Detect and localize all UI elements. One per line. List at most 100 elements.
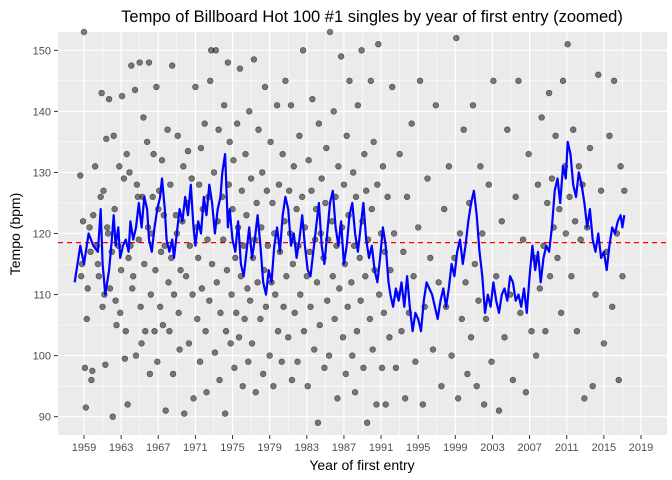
data-point — [575, 163, 583, 170]
x-tick-label: 2011 — [555, 442, 579, 454]
data-point — [81, 364, 89, 372]
data-point — [273, 102, 281, 109]
data-point — [104, 230, 112, 237]
data-point — [206, 297, 213, 304]
data-point — [335, 163, 342, 170]
x-tick-label: 1959 — [72, 442, 96, 454]
data-point — [564, 41, 571, 48]
data-point — [479, 230, 486, 237]
data-point — [264, 242, 272, 249]
data-point — [469, 102, 477, 109]
data-point — [275, 181, 283, 188]
data-point — [396, 150, 403, 158]
data-point — [220, 236, 227, 243]
data-point — [204, 236, 211, 243]
data-point — [261, 83, 269, 91]
data-point — [354, 102, 362, 109]
data-point — [581, 395, 588, 402]
data-point — [346, 77, 353, 85]
data-point — [78, 273, 85, 280]
data-point — [117, 266, 125, 274]
data-point — [448, 352, 455, 359]
data-point — [233, 309, 240, 317]
data-point — [137, 303, 144, 310]
data-point — [186, 242, 194, 249]
data-point — [192, 83, 199, 91]
data-point — [592, 291, 599, 298]
data-point — [519, 236, 527, 243]
data-point — [552, 132, 559, 140]
data-point — [248, 340, 256, 347]
data-point — [279, 150, 286, 158]
data-point — [501, 334, 508, 341]
data-point — [458, 315, 466, 323]
data-point — [196, 358, 204, 365]
data-point — [416, 77, 424, 85]
data-point — [259, 370, 267, 378]
data-point — [361, 150, 368, 158]
smoothed-trend-line — [73, 140, 626, 333]
data-point — [140, 114, 147, 121]
data-point — [285, 334, 292, 341]
data-point — [306, 248, 313, 256]
data-point — [369, 346, 376, 353]
data-point — [230, 157, 237, 164]
data-point — [589, 382, 596, 390]
data-point — [323, 144, 330, 152]
data-point — [146, 370, 154, 378]
data-point — [559, 77, 567, 85]
data-point — [304, 382, 311, 390]
data-point — [313, 279, 321, 286]
data-point — [147, 291, 155, 298]
data-point — [262, 303, 270, 310]
data-point — [374, 181, 381, 188]
data-point — [100, 187, 107, 194]
chart-title: Tempo of Billboard Hot 100 #1 singles by… — [121, 8, 623, 26]
data-point — [166, 327, 173, 335]
data-point — [534, 181, 542, 188]
data-point — [305, 157, 312, 164]
data-point — [239, 382, 246, 390]
data-point — [98, 89, 105, 97]
y-tick-label: 150 — [33, 45, 51, 57]
data-point — [94, 260, 102, 268]
data-point — [294, 358, 301, 365]
data-point — [509, 376, 517, 384]
data-point — [498, 218, 505, 225]
data-point — [150, 150, 157, 158]
data-point — [217, 309, 224, 317]
data-point — [471, 260, 479, 268]
data-point — [153, 83, 160, 91]
data-point — [272, 291, 279, 298]
data-point — [548, 175, 556, 182]
data-point — [250, 56, 258, 63]
data-point — [329, 273, 336, 280]
data-point — [298, 193, 306, 201]
data-point — [278, 358, 285, 365]
data-point — [257, 315, 264, 323]
data-point — [379, 163, 387, 170]
data-point — [557, 309, 565, 317]
x-tick-label: 1967 — [146, 442, 170, 454]
data-point — [546, 273, 554, 280]
data-point — [274, 327, 282, 335]
data-point — [152, 266, 159, 274]
data-point — [87, 248, 94, 256]
data-point — [227, 340, 234, 347]
data-point — [198, 285, 206, 292]
data-point — [142, 327, 149, 335]
data-point — [556, 205, 563, 213]
data-point — [403, 193, 411, 201]
data-point — [378, 364, 386, 372]
data-point — [287, 102, 295, 109]
data-point — [116, 163, 123, 170]
data-point — [475, 297, 482, 304]
data-point — [141, 260, 148, 268]
data-point — [157, 248, 165, 256]
data-point — [390, 230, 398, 237]
data-point — [194, 315, 201, 323]
data-point — [280, 303, 287, 310]
data-point — [135, 236, 142, 243]
data-point — [162, 407, 169, 414]
